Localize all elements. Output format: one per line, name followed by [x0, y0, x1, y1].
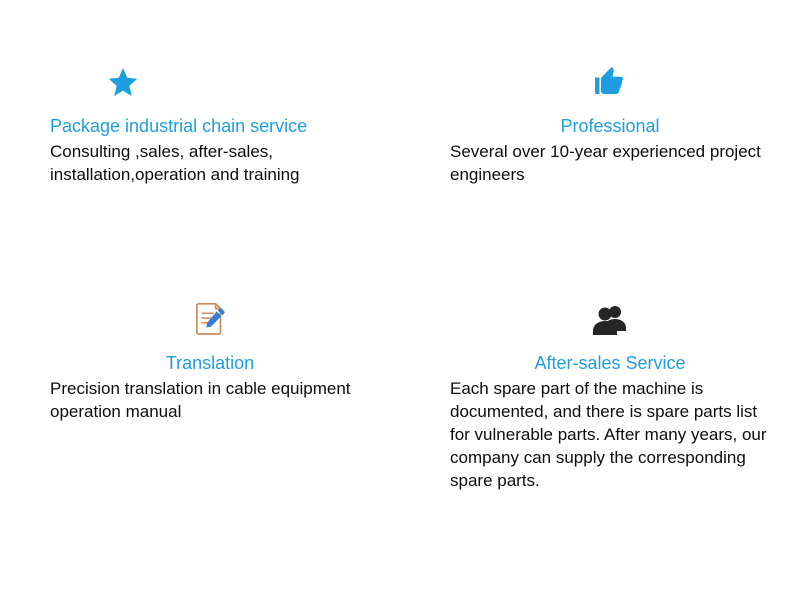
document-edit-icon	[50, 297, 370, 341]
feature-title: Professional	[450, 116, 770, 137]
feature-after-sales: After-sales Service Each spare part of t…	[450, 297, 770, 493]
feature-desc: Several over 10-year experienced project…	[450, 141, 770, 187]
feature-translation: Translation Precision translation in cab…	[50, 297, 370, 493]
feature-title: Translation	[50, 353, 370, 374]
feature-title: After-sales Service	[450, 353, 770, 374]
thumbs-up-icon	[450, 60, 770, 104]
feature-grid: Package industrial chain service Consult…	[50, 60, 770, 493]
feature-desc: Consulting ,sales, after-sales, installa…	[50, 141, 370, 187]
feature-package-chain: Package industrial chain service Consult…	[50, 60, 370, 187]
feature-professional: Professional Several over 10-year experi…	[450, 60, 770, 187]
users-icon	[450, 297, 770, 341]
feature-desc: Each spare part of the machine is docume…	[450, 378, 770, 493]
star-icon	[50, 60, 370, 104]
feature-desc: Precision translation in cable equipment…	[50, 378, 370, 424]
feature-title: Package industrial chain service	[50, 116, 370, 137]
